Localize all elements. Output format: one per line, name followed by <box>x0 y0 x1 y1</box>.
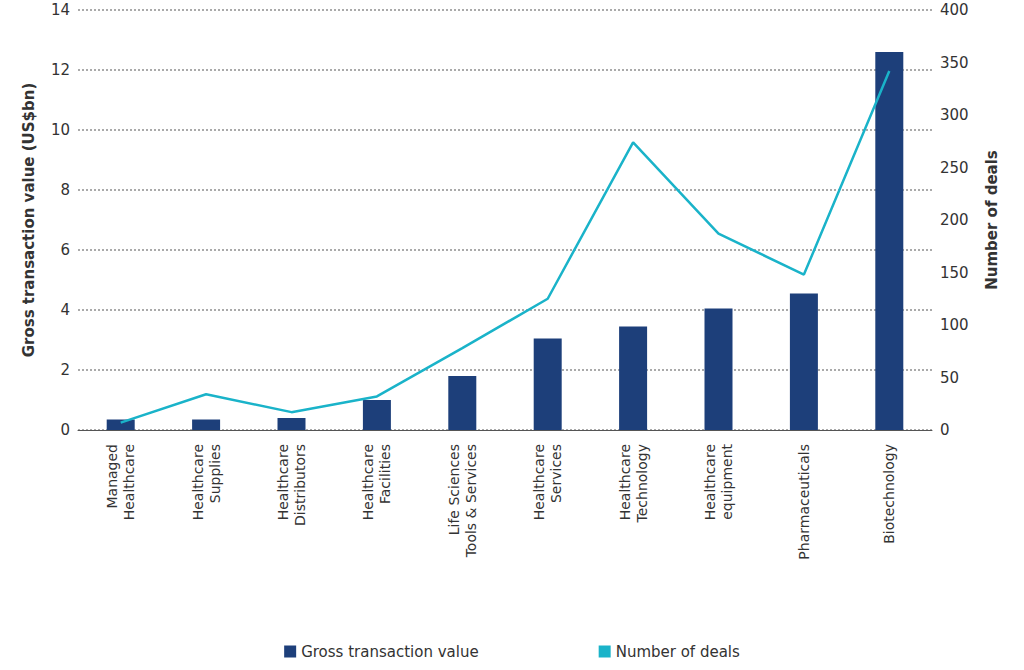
svg-text:50: 50 <box>940 369 959 387</box>
svg-text:350: 350 <box>940 54 969 72</box>
svg-text:Healthcare: Healthcare <box>275 444 291 520</box>
svg-text:Technology: Technology <box>634 444 650 523</box>
svg-text:6: 6 <box>60 241 70 259</box>
svg-text:100: 100 <box>940 316 969 334</box>
svg-text:Distributors: Distributors <box>292 444 308 526</box>
svg-text:Healthcare: Healthcare <box>702 444 718 520</box>
svg-text:Gross transaction value (US$bn: Gross transaction value (US$bn) <box>20 83 38 358</box>
svg-text:0: 0 <box>940 421 950 439</box>
svg-text:200: 200 <box>940 211 969 229</box>
svg-text:Healthcare: Healthcare <box>190 444 206 520</box>
svg-text:250: 250 <box>940 159 969 177</box>
svg-text:8: 8 <box>60 181 70 199</box>
svg-text:Healthcare: Healthcare <box>121 444 137 520</box>
svg-text:Gross transaction value: Gross transaction value <box>301 643 479 661</box>
svg-text:4: 4 <box>60 301 70 319</box>
svg-text:Biotechnology: Biotechnology <box>881 444 897 544</box>
svg-text:14: 14 <box>51 1 70 19</box>
svg-text:Healthcare: Healthcare <box>617 444 633 520</box>
svg-text:Managed: Managed <box>104 444 120 509</box>
svg-text:Number of deals: Number of deals <box>616 643 740 661</box>
svg-text:300: 300 <box>940 106 969 124</box>
svg-text:Life Sciences: Life Sciences <box>446 444 462 535</box>
svg-text:Healthcare: Healthcare <box>360 444 376 520</box>
svg-text:equipment: equipment <box>719 443 735 519</box>
svg-text:2: 2 <box>60 361 70 379</box>
svg-text:Number of deals: Number of deals <box>983 150 1001 290</box>
svg-text:0: 0 <box>60 421 70 439</box>
svg-text:10: 10 <box>51 121 70 139</box>
svg-text:Tools & Services: Tools & Services <box>463 444 479 558</box>
svg-text:Supplies: Supplies <box>207 444 223 503</box>
svg-text:Healthcare: Healthcare <box>531 444 547 520</box>
svg-text:400: 400 <box>940 1 969 19</box>
svg-text:150: 150 <box>940 264 969 282</box>
svg-text:12: 12 <box>51 61 70 79</box>
svg-text:Services: Services <box>548 444 564 503</box>
svg-text:Pharmaceuticals: Pharmaceuticals <box>796 444 812 560</box>
svg-text:Facilities: Facilities <box>377 444 393 504</box>
